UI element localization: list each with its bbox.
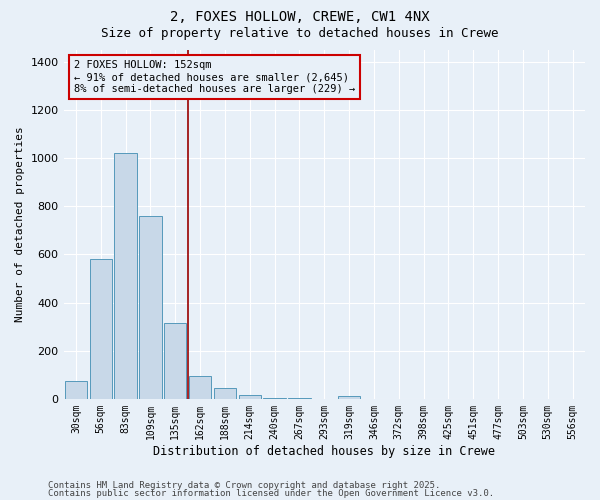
Bar xyxy=(239,395,261,399)
Bar xyxy=(263,398,286,399)
Bar xyxy=(115,154,137,399)
Bar xyxy=(139,216,161,399)
Bar xyxy=(338,396,360,399)
Text: Size of property relative to detached houses in Crewe: Size of property relative to detached ho… xyxy=(101,28,499,40)
Y-axis label: Number of detached properties: Number of detached properties xyxy=(15,126,25,322)
Text: Contains HM Land Registry data © Crown copyright and database right 2025.: Contains HM Land Registry data © Crown c… xyxy=(48,480,440,490)
Bar xyxy=(189,376,211,399)
Text: 2, FOXES HOLLOW, CREWE, CW1 4NX: 2, FOXES HOLLOW, CREWE, CW1 4NX xyxy=(170,10,430,24)
Bar xyxy=(89,260,112,399)
X-axis label: Distribution of detached houses by size in Crewe: Distribution of detached houses by size … xyxy=(153,444,495,458)
Bar xyxy=(164,323,187,399)
Bar xyxy=(214,388,236,399)
Text: Contains public sector information licensed under the Open Government Licence v3: Contains public sector information licen… xyxy=(48,489,494,498)
Bar xyxy=(65,381,87,399)
Text: 2 FOXES HOLLOW: 152sqm
← 91% of detached houses are smaller (2,645)
8% of semi-d: 2 FOXES HOLLOW: 152sqm ← 91% of detached… xyxy=(74,60,355,94)
